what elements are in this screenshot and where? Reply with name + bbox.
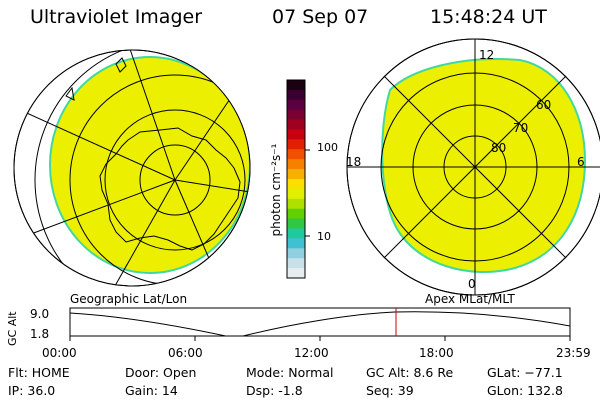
colorbar-swatch <box>287 238 305 249</box>
app-title: Ultraviolet Imager <box>30 6 203 28</box>
colorbar-swatch <box>287 218 305 229</box>
colorbar-swatch <box>287 179 305 190</box>
colorbar-unit-label: photon cm⁻²s⁻¹ <box>269 143 283 236</box>
mlt-label-12: 12 <box>479 48 494 62</box>
gc-altitude: GC Alt: 8.6 Re <box>366 365 454 380</box>
geographic-latitude: GLat: −77.1 <box>487 365 563 380</box>
colorbar-swatch <box>287 149 305 160</box>
time-display: 15:48:24 UT <box>430 6 547 28</box>
time-tick-1200: 12:00 <box>294 346 329 360</box>
mlt-label-0: 0 <box>468 277 476 291</box>
colorbar-swatch <box>287 228 305 239</box>
altitude-curve <box>70 311 570 336</box>
altitude-ylabel: GC Alt <box>6 311 19 346</box>
altitude-plot-frame <box>69 307 571 337</box>
colorbar-swatch <box>287 119 305 130</box>
door-status: Door: Open <box>125 365 197 380</box>
mlat-label-80: 80 <box>491 141 506 155</box>
geographic-panel-label: Geographic Lat/Lon <box>70 292 187 306</box>
altitude-plot: GC Alt 9.0 1.8 00:00 06:00 12:00 18:00 2… <box>6 307 591 360</box>
colorbar-swatch <box>287 258 305 269</box>
aurora-image-left <box>49 56 250 274</box>
colorbar-frame <box>286 79 306 279</box>
colorbar-swatch <box>287 109 305 121</box>
colorbar-swatch <box>287 139 305 150</box>
coast-fragment <box>65 86 75 101</box>
mlat-label-70: 70 <box>513 121 528 135</box>
date-display: 07 Sep 07 <box>272 6 369 28</box>
colorbar-swatch <box>287 99 305 111</box>
magnetic-panel-label: Apex MLat/MLT <box>425 292 515 306</box>
colorbar-swatch <box>287 208 305 220</box>
colorbar-swatch <box>287 198 305 210</box>
colorbar-swatch <box>287 268 305 279</box>
colorbar-tick-100: 100 <box>317 141 338 154</box>
colorbar-swatch <box>287 89 305 101</box>
altitude-ytick-bottom: 1.8 <box>30 327 49 341</box>
colorbar-swatch <box>287 248 305 259</box>
mode-value: Mode: Normal <box>246 365 334 380</box>
colorbar-swatch <box>287 169 305 180</box>
dsp-value: Dsp: -1.8 <box>246 383 303 398</box>
ip-value: IP: 36.0 <box>8 383 56 398</box>
flight-mode: Flt: HOME <box>8 365 70 380</box>
magnetic-panel: 12 18 6 0 60 70 80 <box>346 38 600 296</box>
colorbar-swatch <box>287 188 305 200</box>
mlt-label-6: 6 <box>577 155 585 169</box>
time-tick-1800: 18:00 <box>419 346 454 360</box>
aurora-image-right <box>381 58 587 274</box>
colorbar-swatch <box>287 159 305 170</box>
mlat-label-60: 60 <box>536 98 551 112</box>
geographic-panel <box>13 49 251 287</box>
coast-fragment <box>115 57 127 73</box>
altitude-ytick-top: 9.0 <box>30 307 49 321</box>
colorbar <box>286 79 310 279</box>
colorbar-tick-10: 10 <box>317 230 331 243</box>
geographic-longitude: GLon: 132.8 <box>487 383 563 398</box>
mlt-label-18: 18 <box>346 155 361 169</box>
colorbar-swatch <box>287 80 305 91</box>
antarctica-coastline <box>99 127 241 251</box>
time-tick-0600: 06:00 <box>168 346 203 360</box>
colorbar-swatch <box>287 129 305 140</box>
gain-value: Gain: 14 <box>125 383 178 398</box>
time-tick-2359: 23:59 <box>556 346 591 360</box>
sequence-number: Seq: 39 <box>366 383 414 398</box>
time-tick-0000: 00:00 <box>42 346 77 360</box>
